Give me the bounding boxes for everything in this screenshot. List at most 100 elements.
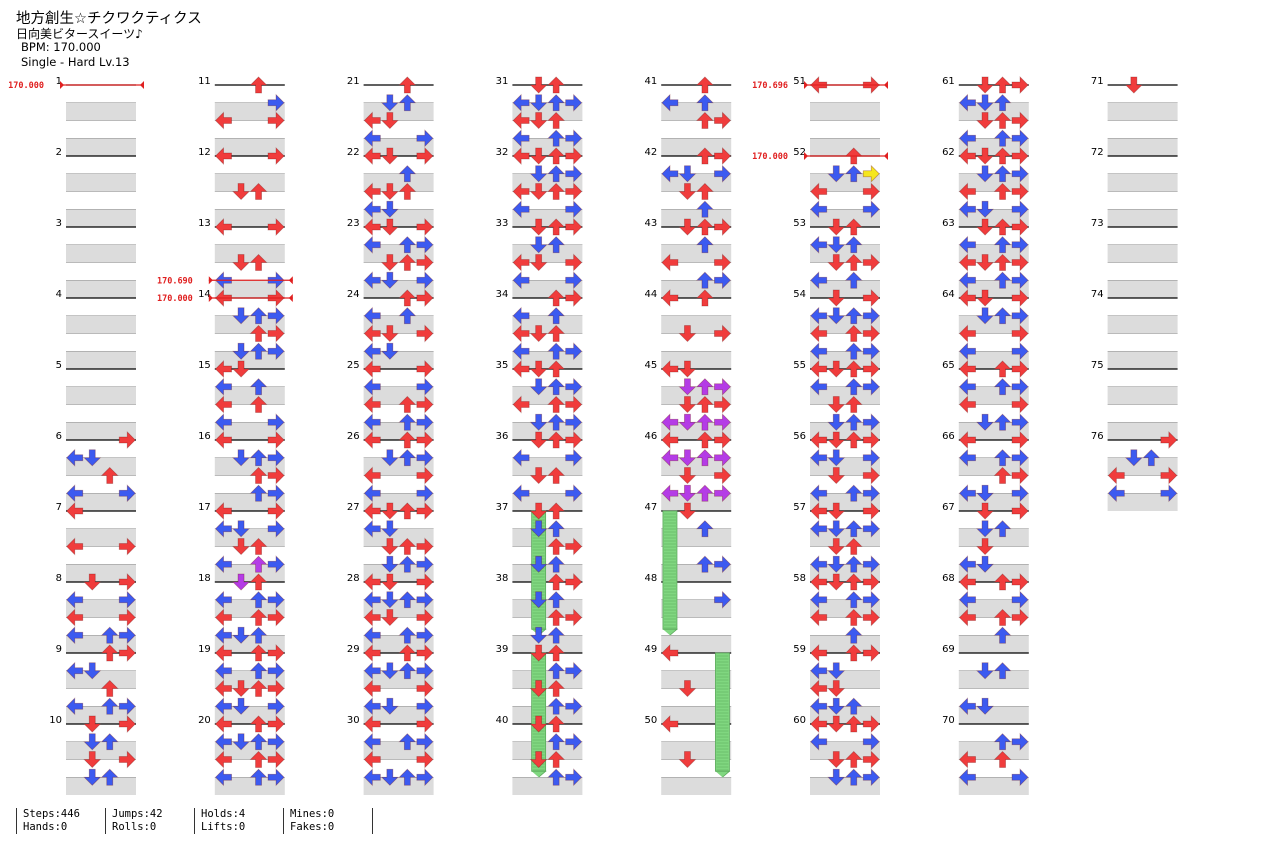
- left-arrow-icon: [958, 395, 976, 414]
- measure-band: [66, 244, 136, 263]
- measure-10: 10: [49, 715, 136, 795]
- measure-band: [661, 280, 732, 298]
- measure-band: [810, 138, 880, 156]
- right-arrow-icon: [416, 413, 434, 432]
- left-arrow-icon: [512, 324, 530, 343]
- down-arrow-icon: [529, 254, 548, 272]
- measure-band: [363, 138, 434, 156]
- up-arrow-icon: [844, 484, 863, 502]
- right-arrow-icon: [714, 111, 732, 130]
- level-label: Lv.13: [99, 55, 130, 69]
- measure-band: [66, 706, 136, 724]
- down-arrow-icon: [83, 715, 102, 733]
- left-arrow-icon: [661, 289, 679, 307]
- left-arrow-icon: [66, 448, 84, 467]
- right-arrow-icon: [416, 324, 434, 343]
- left-arrow-icon: [810, 697, 828, 716]
- measure-number: 9: [56, 644, 62, 655]
- down-arrow-icon: [380, 342, 399, 360]
- measure-number: 60: [793, 715, 806, 726]
- right-arrow-icon: [714, 466, 732, 485]
- down-arrow-icon: [83, 768, 102, 786]
- up-arrow-icon: [993, 111, 1012, 129]
- down-arrow-icon: [827, 662, 846, 680]
- down-arrow-icon: [529, 236, 548, 254]
- down-arrow-icon: [232, 449, 251, 467]
- measure-band: [661, 244, 732, 263]
- step-chart: 1234567891011121314151617181920212223242…: [8, 76, 1178, 795]
- left-arrow-icon: [512, 360, 530, 378]
- right-arrow-icon: [565, 537, 583, 556]
- measure-band: [512, 564, 583, 582]
- left-arrow-icon: [214, 750, 232, 769]
- right-arrow-icon: [862, 750, 880, 769]
- measure-number: 63: [942, 218, 955, 229]
- up-arrow-icon: [844, 324, 863, 342]
- down-arrow-icon: [83, 662, 102, 680]
- holds-count: Holds:4: [201, 808, 246, 820]
- down-arrow-icon: [529, 325, 548, 343]
- left-arrow-icon: [363, 431, 381, 449]
- bpm-line: BPM: 170.000: [21, 40, 101, 54]
- right-arrow-icon: [416, 129, 434, 148]
- right-arrow-icon: [267, 466, 285, 485]
- measure-number: 17: [198, 502, 211, 513]
- measure-53: 53: [793, 218, 880, 298]
- left-arrow-icon: [810, 182, 828, 201]
- measure-38: 38: [496, 573, 583, 653]
- down-arrow-icon: [678, 325, 697, 343]
- up-arrow-icon: [547, 768, 566, 786]
- left-arrow-icon: [958, 129, 976, 148]
- measure-band: [512, 244, 583, 263]
- down-arrow-icon: [678, 396, 697, 414]
- up-arrow-icon: [993, 573, 1012, 591]
- measure-band: [1107, 280, 1178, 298]
- left-arrow-icon: [958, 324, 976, 343]
- up-arrow-icon: [398, 537, 417, 555]
- right-arrow-icon: [862, 555, 880, 574]
- measure-band: [363, 493, 434, 511]
- right-arrow-icon: [1011, 573, 1029, 591]
- stats-col-mines: Mines:0 Fakes:0: [283, 808, 373, 834]
- measure-band: [214, 138, 285, 156]
- right-arrow-icon: [1011, 360, 1029, 378]
- right-arrow-icon: [1011, 164, 1029, 183]
- up-arrow-icon: [993, 608, 1012, 626]
- measure-band: [958, 564, 1029, 582]
- right-arrow-icon: [416, 484, 434, 503]
- up-arrow-icon: [398, 94, 417, 112]
- measure-6: 6: [56, 431, 136, 511]
- right-arrow-icon: [1011, 111, 1029, 130]
- right-arrow-icon: [267, 413, 285, 432]
- left-arrow-icon: [810, 324, 828, 343]
- up-arrow-icon: [695, 289, 714, 307]
- up-arrow-icon: [547, 466, 566, 484]
- measure-band: [1107, 315, 1178, 334]
- down-arrow-icon: [529, 360, 548, 378]
- left-arrow-icon: [958, 342, 976, 361]
- measure-band: [661, 351, 732, 369]
- mines-count: Mines:0: [290, 808, 335, 820]
- down-arrow-icon: [827, 431, 846, 449]
- up-arrow-icon: [844, 378, 863, 396]
- measure-band: [66, 315, 136, 334]
- down-arrow-icon: [232, 520, 251, 538]
- down-arrow-icon: [529, 112, 548, 130]
- up-arrow-icon: [993, 307, 1012, 325]
- down-arrow-icon: [380, 94, 399, 112]
- measure-band: [66, 102, 136, 121]
- left-arrow-icon: [66, 502, 84, 520]
- measure-48: 48: [644, 573, 732, 653]
- measure-25: 25: [347, 360, 434, 440]
- right-arrow-icon: [565, 484, 583, 503]
- left-arrow-icon: [810, 502, 828, 520]
- down-arrow-icon: [529, 680, 548, 698]
- right-arrow-icon: [416, 289, 434, 307]
- measure-number: 56: [793, 431, 806, 442]
- down-arrow-icon: [232, 573, 251, 591]
- difficulty-label: Hard: [67, 55, 96, 69]
- up-arrow-icon: [547, 307, 566, 325]
- right-arrow-icon: [267, 218, 285, 236]
- measure-band: [363, 422, 434, 440]
- up-arrow-icon: [100, 466, 119, 484]
